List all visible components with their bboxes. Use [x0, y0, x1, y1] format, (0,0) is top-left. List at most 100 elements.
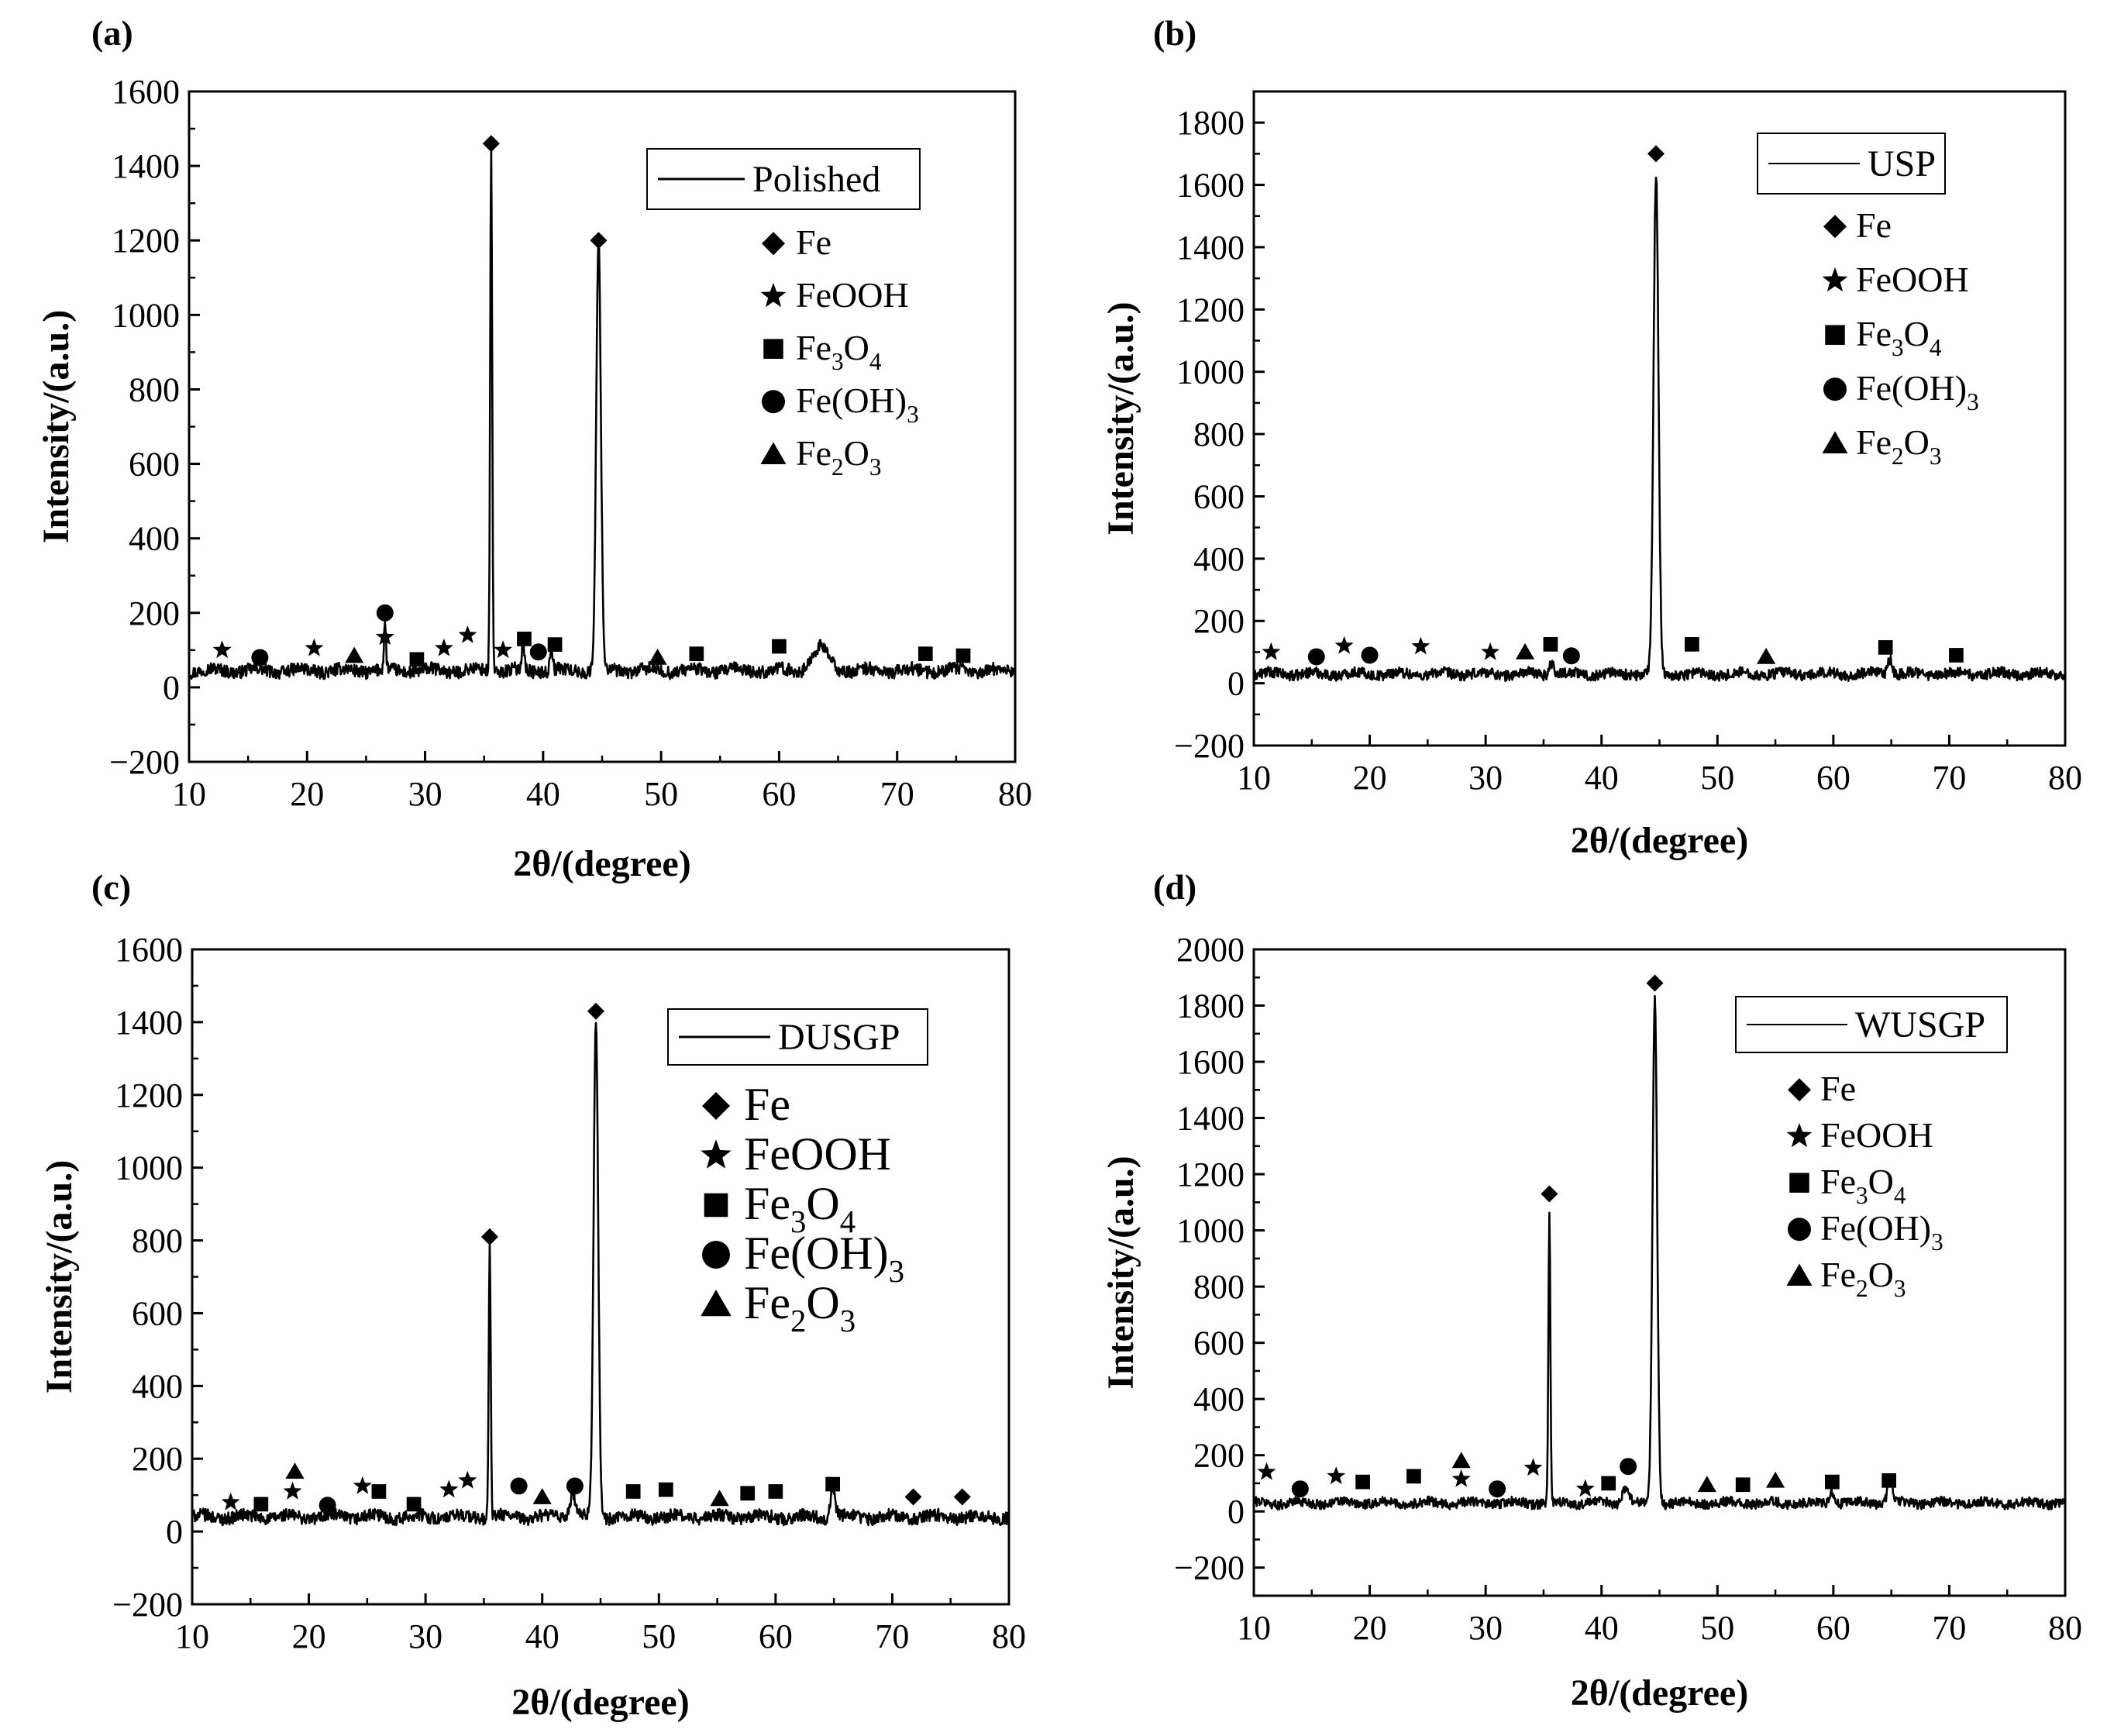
square-peak-marker	[658, 1482, 673, 1497]
panel-label: (b)	[1153, 13, 1196, 53]
y-tick-label: 200	[132, 1440, 183, 1478]
star-legend-icon	[760, 282, 787, 308]
phase-legend-label: FeOOH	[796, 275, 909, 315]
xrd-series-line	[1252, 176, 2067, 683]
x-tick-label: 80	[2048, 759, 2082, 797]
triangle-peak-marker	[532, 1487, 552, 1504]
label-part: Fe	[1820, 1069, 1856, 1108]
x-tick-label: 70	[1932, 1609, 1966, 1647]
label-part: O	[806, 1178, 839, 1229]
label-part: Fe	[796, 433, 831, 473]
triangle-peak-marker	[1757, 647, 1776, 664]
label-part: Fe	[744, 1277, 790, 1328]
subscript: 3	[1894, 1275, 1906, 1302]
label-part: Fe	[796, 328, 831, 367]
circle-peak-marker	[1291, 1480, 1309, 1498]
square-peak-marker	[955, 648, 971, 663]
phase-legend-label: Fe	[1856, 205, 1892, 245]
phase-legend-label: FeOOH	[744, 1128, 891, 1180]
square-peak-marker	[768, 1484, 783, 1499]
phase-legend-label: Fe3O4	[1856, 314, 1942, 361]
label-part: Fe	[744, 1079, 790, 1130]
square-peak-marker	[772, 639, 787, 654]
star-peak-marker	[1451, 1469, 1471, 1487]
label-part: O	[1904, 422, 1930, 462]
diamond-peak-marker	[904, 1488, 922, 1506]
label-part: Fe	[1820, 1255, 1856, 1294]
y-tick-label: 400	[1193, 540, 1245, 578]
star-peak-marker	[434, 638, 453, 656]
diamond-peak-marker	[590, 232, 608, 250]
square-peak-marker	[689, 646, 704, 661]
y-tick-label: 600	[1193, 477, 1245, 515]
star-peak-marker	[212, 640, 232, 659]
x-tick-label: 60	[1816, 1609, 1851, 1647]
xrd-series-line	[188, 148, 1017, 680]
y-tick-label: 1200	[1176, 1156, 1245, 1194]
x-axis-title: 2θ/(degree)	[511, 1682, 689, 1723]
circle-peak-marker	[566, 1477, 584, 1495]
diamond-legend-icon	[1788, 1078, 1811, 1102]
circle-peak-marker	[376, 604, 394, 622]
plot-frame	[1252, 948, 2067, 1597]
x-axis-title: 2θ/(degree)	[513, 843, 690, 884]
plot-frame	[188, 90, 1017, 763]
y-tick-label: 200	[1193, 1437, 1245, 1475]
star-peak-marker	[305, 638, 324, 656]
square-peak-marker	[1881, 1472, 1897, 1488]
star-legend-icon	[1822, 267, 1848, 292]
panel-label: (d)	[1153, 867, 1196, 907]
x-tick-label: 30	[408, 1617, 442, 1655]
phase-legend-label: Fe	[796, 222, 831, 262]
circle-legend-icon	[702, 1241, 730, 1269]
square-peak-marker	[1685, 637, 1699, 652]
phase-legend-label: Fe(OH)3	[1856, 368, 1979, 415]
star-peak-marker	[439, 1479, 459, 1498]
y-tick-label: 200	[129, 594, 180, 632]
circle-legend-icon	[1788, 1218, 1811, 1242]
phase-legend-label: Fe2O3	[1856, 422, 1942, 470]
x-tick-label: 40	[526, 775, 560, 813]
y-tick-label: 1000	[112, 296, 180, 334]
y-tick-label: 0	[163, 669, 180, 707]
circle-legend-icon	[1823, 377, 1847, 401]
star-peak-marker	[1262, 642, 1281, 660]
y-tick-label: 1000	[1176, 353, 1245, 391]
y-tick-label: 800	[129, 370, 180, 408]
y-tick-label: −200	[1174, 727, 1245, 765]
y-tick-label: 1200	[1176, 291, 1245, 329]
square-peak-marker	[1735, 1477, 1751, 1493]
x-tick-label: 10	[1237, 759, 1271, 797]
triangle-peak-marker	[1765, 1471, 1785, 1488]
x-tick-label: 40	[1585, 1609, 1619, 1647]
phase-legend-label: Fe(OH)3	[1820, 1208, 1943, 1256]
legend-series-label: WUSGP	[1855, 1004, 1985, 1045]
square-peak-marker	[1543, 637, 1558, 652]
subscript: 3	[889, 1254, 904, 1289]
y-tick-label: 1600	[1176, 167, 1245, 205]
legend: USP	[1757, 133, 1946, 195]
panel-label: (c)	[91, 867, 131, 907]
plot-frame	[191, 948, 1010, 1606]
subscript: 2	[790, 1304, 806, 1338]
triangle-peak-marker	[1515, 642, 1535, 660]
triangle-legend-icon	[760, 442, 787, 464]
square-legend-icon	[1825, 325, 1845, 345]
subscript: 3	[1967, 388, 1979, 415]
star-peak-marker	[1257, 1462, 1276, 1480]
x-tick-label: 80	[998, 775, 1032, 813]
star-peak-marker	[1334, 636, 1354, 654]
phase-legend-label: FeOOH	[1820, 1115, 1933, 1155]
label-part: O	[1868, 1255, 1894, 1294]
circle-peak-marker	[1489, 1480, 1506, 1498]
square-peak-marker	[409, 652, 425, 667]
label-part: Fe(OH)	[744, 1228, 889, 1279]
legend-series-label: DUSGP	[778, 1017, 900, 1058]
x-tick-label: 80	[992, 1617, 1026, 1655]
circle-legend-icon	[762, 390, 785, 414]
square-peak-marker	[1825, 1474, 1840, 1490]
circle-peak-marker	[251, 649, 269, 666]
square-peak-marker	[406, 1497, 422, 1512]
triangle-peak-marker	[1697, 1476, 1716, 1493]
